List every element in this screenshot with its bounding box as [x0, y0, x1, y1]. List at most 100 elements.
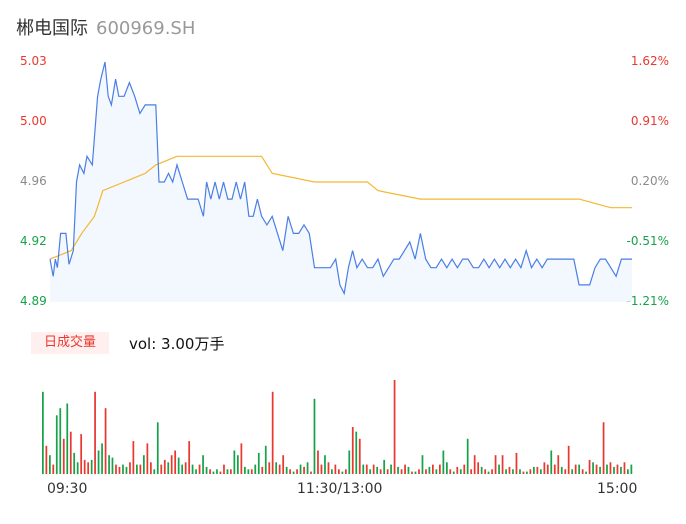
volume-bar [115, 464, 117, 474]
volume-bar [139, 464, 142, 474]
volume-bar [470, 469, 473, 474]
volume-bar [473, 455, 476, 474]
volume-bar [508, 466, 511, 474]
volume-bar [595, 464, 598, 474]
y-left-tick-3: 4.92 [20, 234, 47, 248]
volume-bar [108, 455, 110, 474]
stock-name: 郴电国际 [16, 18, 88, 39]
volume-bar [257, 452, 260, 475]
volume-bar [355, 431, 358, 474]
volume-bar [250, 469, 253, 474]
volume-bar [49, 455, 51, 474]
y-left-tick-4: 4.89 [20, 294, 47, 308]
volume-bar [153, 469, 156, 474]
volume-bar [365, 464, 368, 474]
volume-bar [341, 471, 344, 474]
volume-bar [303, 466, 305, 474]
volume-bar [275, 462, 278, 475]
volume-bar [533, 466, 535, 474]
average-price-line [49, 155, 632, 260]
volume-bar [73, 452, 76, 475]
volume-bar [205, 466, 208, 474]
volume-bar [491, 469, 493, 474]
volume-bar [452, 471, 455, 474]
x-tick-midday: 11:30/13:00 [297, 481, 383, 497]
volume-bar [613, 466, 615, 474]
volume-bar [620, 466, 622, 474]
volume-bar [233, 450, 236, 474]
volume-bar [83, 459, 86, 474]
volume-bar [529, 469, 532, 474]
volume-bar [181, 464, 184, 474]
volume-bar [414, 471, 417, 474]
x-tick-open: 09:30 [47, 481, 88, 497]
volume-bar [466, 438, 469, 475]
volume-bar [125, 466, 128, 474]
volume-bar [264, 445, 267, 474]
volume-bar [101, 443, 103, 474]
volume-bar [345, 469, 347, 474]
volume-bar [230, 469, 232, 474]
price-line [49, 61, 632, 296]
volume-bar [546, 464, 549, 474]
volume-bar [477, 462, 480, 475]
volume-bar [143, 455, 145, 474]
volume-bar [334, 464, 337, 474]
volume-bar [129, 462, 131, 475]
volume-bar [557, 455, 560, 474]
volume-bar [254, 464, 257, 474]
volume-bar [42, 391, 44, 475]
volume-bar [59, 408, 62, 474]
volume-bar [338, 469, 340, 474]
volume-bar [271, 391, 274, 475]
volume-bar [146, 443, 149, 474]
volume-bar [459, 469, 462, 474]
y-left-tick-2: 4.96 [20, 174, 47, 188]
volume-bar [226, 469, 229, 474]
volume-bar [540, 469, 542, 474]
volume-bar [376, 466, 379, 474]
volume-bar [324, 455, 326, 474]
volume-tab[interactable]: 日成交量 [31, 332, 109, 354]
volume-bar [435, 469, 438, 474]
price-area [50, 62, 632, 302]
volume-bar [512, 469, 514, 474]
volume-bar [310, 471, 312, 474]
volume-chart [42, 380, 633, 475]
volume-bar [630, 464, 633, 474]
volume-bar [94, 391, 96, 475]
volume-bar [240, 443, 243, 474]
volume-bar [519, 469, 521, 474]
volume-bar [487, 471, 490, 474]
volume-bar [118, 466, 121, 474]
volume-bar [97, 450, 100, 474]
volume-bar [522, 471, 525, 474]
volume-bar [379, 469, 382, 474]
volume-bar [174, 450, 177, 474]
volume-bar [393, 380, 396, 474]
volume-bar [104, 408, 107, 474]
price-chart [49, 61, 632, 302]
volume-bar [223, 464, 225, 474]
volume-bar [237, 455, 239, 474]
volume-bar [184, 462, 187, 475]
y-right-tick-4: -1.21% [626, 294, 669, 308]
volume-bar [505, 469, 507, 474]
x-tick-close: 15:00 [597, 481, 638, 497]
volume-bar [177, 457, 180, 474]
volume-bar [421, 455, 424, 474]
volume-bar [536, 466, 539, 474]
volume-bar [386, 469, 389, 474]
volume-bar [550, 450, 553, 474]
volume-bar [543, 462, 546, 475]
volume-bar [195, 469, 197, 474]
volume-bar [390, 464, 392, 474]
volume-bar [261, 466, 264, 474]
volume-bar [62, 438, 65, 475]
volume-bar [87, 462, 90, 475]
volume-bar [425, 469, 427, 474]
volume-bar [372, 464, 375, 474]
volume-bar [69, 431, 72, 474]
volume-bar [432, 464, 434, 474]
volume-bar [52, 464, 55, 474]
